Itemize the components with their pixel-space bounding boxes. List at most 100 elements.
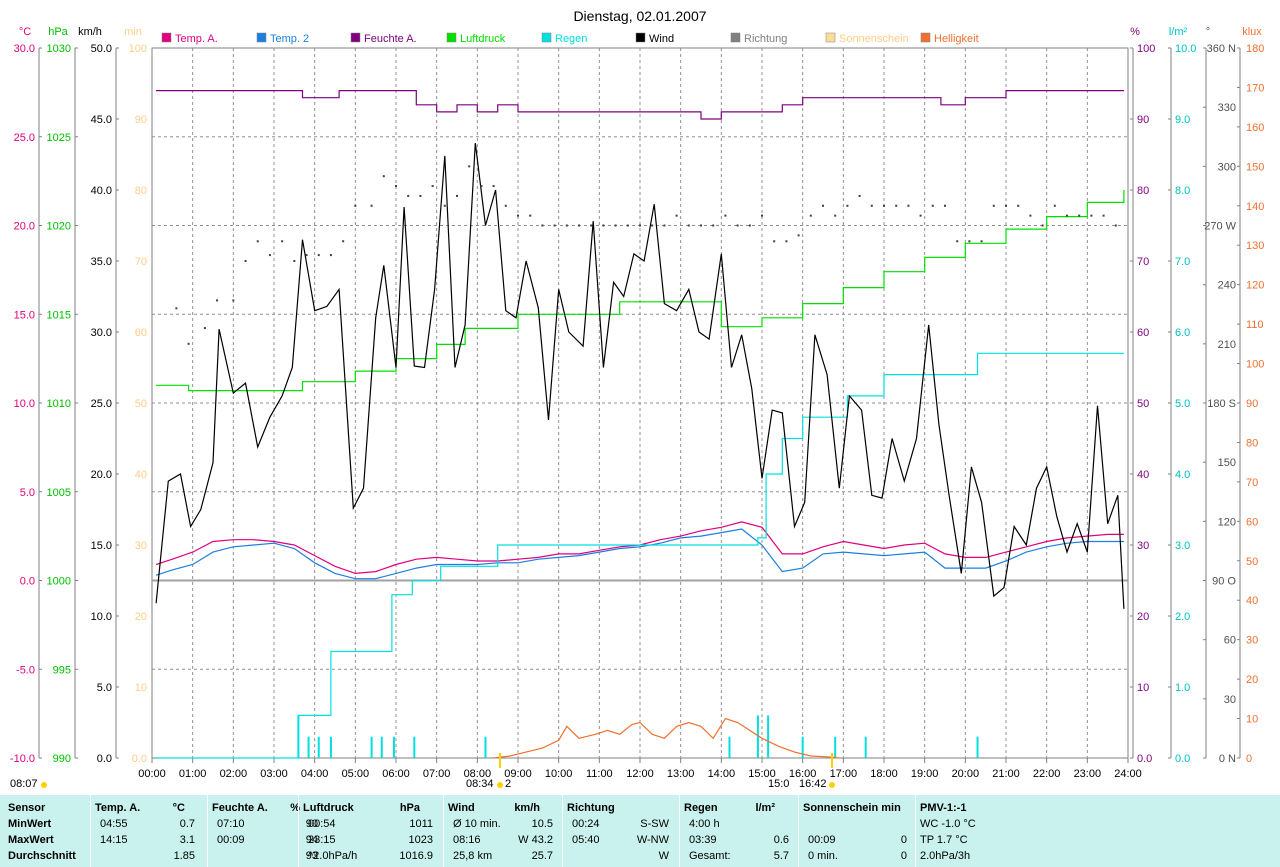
direction-point: [1078, 214, 1081, 217]
tick-label-brightness: 130: [1246, 240, 1264, 252]
tick-label-direction: 60: [1224, 635, 1236, 647]
direction-point: [980, 240, 983, 243]
stats-row-label: MinWert: [8, 818, 52, 830]
tick-label-brightness: 140: [1246, 201, 1264, 213]
stats-cell-value: 94: [305, 834, 318, 846]
direction-point: [578, 224, 580, 227]
stats-cell-value: WC -1.0 °C: [920, 818, 976, 830]
legend-swatch: [825, 32, 836, 43]
tick-label-wind: 10.0: [91, 611, 112, 623]
direction-point: [626, 224, 629, 227]
tick-label-pressure: 995: [53, 664, 71, 676]
tick-label-sun: 100: [129, 43, 147, 55]
series-line-wind: [155, 143, 1125, 609]
direction-point: [232, 299, 235, 302]
series-line-regen: [156, 352, 1124, 759]
x-tick-label: 08:00: [464, 768, 492, 780]
tick-label-humidity: 100: [1137, 43, 1155, 55]
tick-label-brightness: 30: [1246, 635, 1258, 647]
tick-label-humidity: 0.0: [1137, 753, 1152, 765]
tick-label-sun: 60: [135, 327, 147, 339]
tick-label-temp: 25.0: [14, 132, 35, 144]
x-tick-label: 23:00: [1074, 768, 1102, 780]
direction-point: [687, 224, 690, 227]
tick-label-rain: 4.0: [1175, 469, 1190, 481]
x-tick-label: 22:00: [1033, 768, 1061, 780]
tick-label-temp: -10.0: [10, 753, 35, 765]
tick-label-direction: 120: [1218, 516, 1236, 528]
series-line-temp-: [155, 528, 1124, 580]
legend-label: Temp. 2: [270, 33, 309, 45]
legend-swatch: [256, 32, 267, 43]
tick-label-brightness: 60: [1246, 516, 1258, 528]
tick-label-direction: 90 O: [1212, 576, 1236, 588]
sunset-icon: [829, 782, 835, 788]
legend-label: Helligkeit: [934, 33, 979, 45]
stats-header-humidity: Feuchte A.: [212, 802, 268, 814]
stats-cell-value: 10.5: [531, 818, 553, 830]
direction-point: [748, 224, 751, 227]
tick-label-rain: 10.0: [1175, 43, 1196, 55]
legend-label: Luftdruck: [460, 33, 506, 45]
stats-cell-time: 03:39: [689, 834, 717, 846]
stats-unit-temp: °C: [172, 802, 185, 814]
stats-header-direction: Richtung: [567, 802, 615, 814]
stats-header-pressure: Luftdruck: [303, 802, 354, 814]
direction-point: [663, 224, 666, 227]
stats-cell-value: 0: [900, 850, 907, 862]
axis-unit-wind: km/h: [78, 26, 102, 38]
grid: [151, 47, 1129, 759]
direction-point: [1029, 214, 1032, 217]
direction-point: [895, 204, 898, 207]
direction-point: [590, 224, 593, 227]
direction-point: [907, 204, 910, 207]
tick-label-direction: 360 N: [1207, 43, 1236, 55]
x-tick-label: 16:00: [789, 768, 817, 780]
axis-unit-temp: °C: [19, 26, 31, 38]
direction-point: [870, 204, 873, 207]
x-tick-label: 01:00: [179, 768, 207, 780]
legend-swatch: [350, 32, 361, 43]
direction-point: [700, 224, 702, 227]
legend-swatch: [920, 32, 931, 43]
stats-cell-value: 1011: [409, 818, 433, 830]
axis-unit-sun: min: [124, 26, 142, 38]
chart-title: Dienstag, 02.01.2007: [573, 8, 706, 24]
sun-events: 08:07 08:34 2 15:0 16:42: [10, 753, 835, 790]
stats-unit-wind: km/h: [514, 802, 540, 814]
legend-label: Regen: [555, 33, 587, 45]
tick-label-humidity: 70: [1137, 256, 1149, 268]
tick-label-brightness: 170: [1246, 82, 1264, 94]
tick-label-temp: -5.0: [16, 664, 35, 676]
direction-point: [504, 204, 507, 207]
x-tick-label: 02:00: [220, 768, 248, 780]
stats-header-rain: Regen: [684, 802, 718, 814]
stats-separator: [90, 795, 91, 867]
legend-label: Sonnenschein: [839, 33, 909, 45]
tick-label-humidity: 10: [1137, 682, 1149, 694]
tick-label-direction: 210: [1218, 339, 1236, 351]
x-tick-label: 21:00: [992, 768, 1020, 780]
direction-point: [395, 185, 397, 188]
tick-label-wind: 45.0: [91, 114, 112, 126]
tick-label-temp: 15.0: [14, 309, 35, 321]
legend-swatch: [446, 32, 457, 43]
tick-label-humidity: 60: [1137, 327, 1149, 339]
direction-point: [342, 240, 345, 243]
sunrise-label: 08:07: [10, 778, 38, 790]
direction-point: [797, 234, 800, 237]
axis-unit-humidity: %: [1130, 26, 1140, 38]
stats-cell-value: 90: [305, 818, 318, 830]
tick-label-direction: 180 S: [1207, 398, 1236, 410]
direction-point: [517, 214, 519, 217]
tick-label-wind: 30.0: [91, 327, 112, 339]
direction-point: [651, 224, 654, 227]
direction-point: [244, 260, 247, 262]
x-tick-label: 03:00: [260, 768, 288, 780]
direction-point: [553, 224, 556, 227]
tick-label-brightness: 70: [1246, 477, 1258, 489]
tick-label-direction: 240: [1218, 280, 1236, 292]
tick-label-rain: 3.0: [1175, 540, 1190, 552]
tick-label-wind: 20.0: [91, 469, 112, 481]
stats-header-sun: Sonnenschein min: [803, 802, 901, 814]
